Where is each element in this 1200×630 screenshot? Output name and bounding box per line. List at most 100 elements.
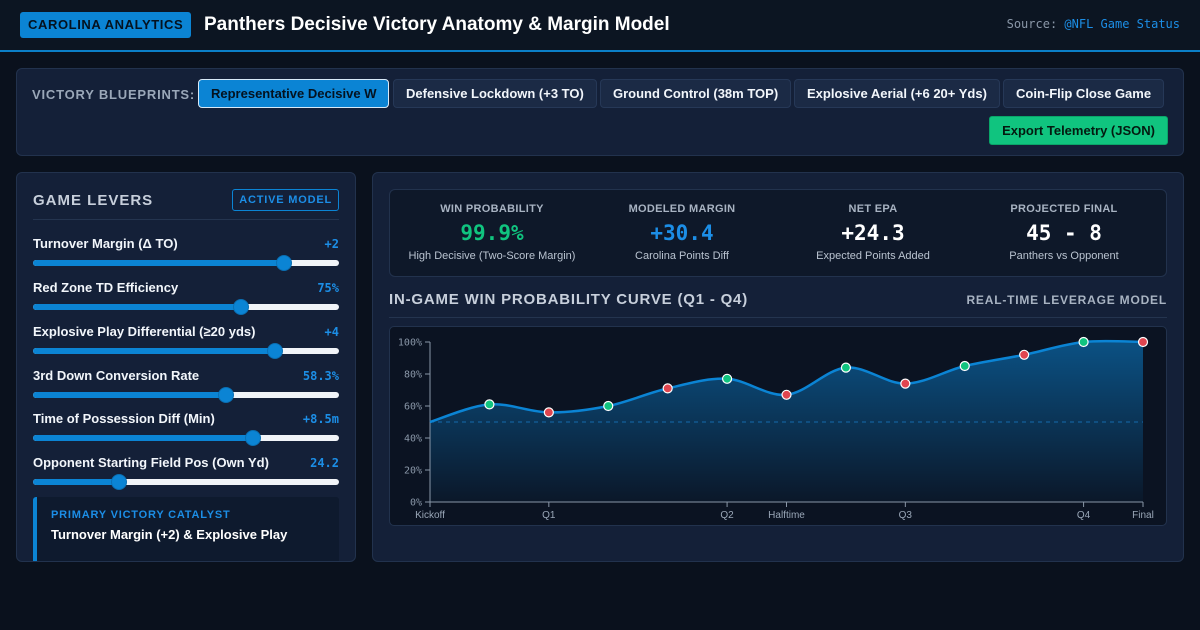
- victory-blueprints-panel: VICTORY BLUEPRINTS: Representative Decis…: [16, 68, 1184, 156]
- y-tick-label: 100%: [398, 338, 422, 349]
- slider-track[interactable]: [33, 260, 339, 266]
- kpi-net-epa: NET EPA +24.3 Expected Points Added: [778, 190, 968, 278]
- blueprint-button-explosive-aerial[interactable]: Explosive Aerial (+6 20+ Yds): [794, 79, 1000, 108]
- slider-track[interactable]: [33, 348, 339, 354]
- x-tick-label: Final: [1132, 510, 1154, 521]
- export-telemetry-button[interactable]: Export Telemetry (JSON): [989, 116, 1168, 145]
- slider-fill: [33, 348, 275, 354]
- lever-label: 3rd Down Conversion Rate: [33, 368, 200, 383]
- page-title: Panthers Decisive Victory Anatomy & Marg…: [204, 14, 670, 35]
- x-tick-label: Q4: [1077, 510, 1091, 521]
- kpi-value: +30.4: [650, 221, 714, 245]
- lever-value: +2: [324, 237, 339, 251]
- kpi-label: MODELED MARGIN: [628, 203, 736, 215]
- slider-fill: [33, 304, 242, 310]
- x-tick-label: Q3: [899, 510, 913, 521]
- slider-fill: [33, 479, 119, 485]
- lever-label: Opponent Starting Field Pos (Own Yd): [33, 455, 269, 470]
- kpi-label: WIN PROBABILITY: [440, 203, 544, 215]
- x-tick-label: Q1: [542, 510, 556, 521]
- kpi-subtitle: Panthers vs Opponent: [1009, 250, 1119, 262]
- catalyst-text: Turnover Margin (+2) & Explosive Play: [51, 527, 288, 542]
- brand-badge: CAROLINA ANALYTICS: [20, 12, 192, 38]
- data-point: [840, 362, 852, 373]
- primary-catalyst-card: PRIMARY VICTORY CATALYST Turnover Margin…: [33, 497, 339, 561]
- data-point: [781, 389, 792, 400]
- data-point: [484, 399, 495, 410]
- data-point: [603, 400, 614, 412]
- area-fill: [430, 341, 1143, 502]
- lever-label: Explosive Play Differential (≥20 yds): [33, 324, 256, 339]
- slider-track[interactable]: [33, 435, 339, 441]
- kpi-modeled-margin: MODELED MARGIN +30.4 Carolina Points Dif…: [587, 190, 777, 278]
- source-handle-link[interactable]: @NFL Game Status: [1064, 17, 1180, 31]
- y-tick-label: 0%: [410, 498, 422, 509]
- kpi-label: PROJECTED FINAL: [1010, 203, 1118, 215]
- slider-fill: [33, 435, 254, 441]
- y-tick-label: 40%: [404, 434, 422, 445]
- leverage-model-label: REAL-TIME LEVERAGE MODEL: [966, 293, 1167, 307]
- lever-value: 58.3%: [302, 369, 339, 383]
- lever-opponent-field-position: Opponent Starting Field Pos (Own Yd) 24.…: [33, 455, 339, 495]
- header-bar: CAROLINA ANALYTICS Panthers Decisive Vic…: [0, 0, 1200, 52]
- x-tick-label: Halftime: [768, 510, 805, 521]
- win-probability-chart: 0% 20% 40% 60% 80% 100% Kickoff Q1 Q2 Halftime Q3 Q…: [389, 326, 1167, 526]
- y-tick-label: 20%: [404, 466, 422, 477]
- lever-label: Turnover Margin (Δ TO): [33, 236, 178, 251]
- data-point: [1078, 336, 1089, 348]
- data-point: [1137, 336, 1149, 348]
- slider-thumb[interactable]: [233, 299, 250, 315]
- model-output-panel: WIN PROBABILITY 99.9% High Decisive (Two…: [372, 172, 1184, 562]
- slider-thumb[interactable]: [266, 343, 283, 359]
- data-point: [662, 383, 673, 394]
- data-point: [543, 407, 554, 418]
- data-point: [1019, 349, 1030, 360]
- lever-explosive-play-differential: Explosive Play Differential (≥20 yds) +4: [33, 324, 339, 364]
- x-tick-label: Q2: [720, 510, 734, 521]
- x-tick-label: Kickoff: [415, 510, 445, 521]
- data-point: [900, 378, 911, 389]
- lever-label: Red Zone TD Efficiency: [33, 280, 179, 295]
- blueprints-label: VICTORY BLUEPRINTS:: [32, 87, 196, 102]
- lever-value: 75%: [317, 281, 339, 295]
- lever-value: 24.2: [310, 456, 339, 470]
- blueprint-button-ground-control[interactable]: Ground Control (38m TOP): [600, 79, 792, 108]
- lever-value: +4: [324, 325, 339, 339]
- slider-track[interactable]: [33, 479, 339, 485]
- slider-thumb[interactable]: [245, 430, 262, 446]
- blueprint-button-defensive-lockdown[interactable]: Defensive Lockdown (+3 TO): [393, 79, 597, 108]
- win-probability-curve-title: IN-GAME WIN PROBABILITY CURVE (Q1 - Q4): [389, 291, 748, 308]
- lever-red-zone-td-efficiency: Red Zone TD Efficiency 75%: [33, 280, 339, 320]
- lever-value: +8.5m: [302, 412, 339, 426]
- kpi-subtitle: Carolina Points Diff: [635, 250, 729, 262]
- kpi-projected-final: PROJECTED FINAL 45 - 8 Panthers vs Oppon…: [969, 190, 1159, 278]
- lever-time-of-possession: Time of Possession Diff (Min) +8.5m: [33, 411, 339, 451]
- y-tick-label: 60%: [404, 402, 422, 413]
- lever-label: Time of Possession Diff (Min): [33, 411, 215, 426]
- slider-thumb[interactable]: [217, 387, 234, 403]
- slider-track[interactable]: [33, 304, 339, 310]
- kpi-value: 99.9%: [460, 221, 524, 245]
- kpi-win-probability: WIN PROBABILITY 99.9% High Decisive (Two…: [397, 190, 587, 278]
- data-point: [721, 373, 733, 384]
- slider-thumb[interactable]: [110, 474, 127, 490]
- win-probability-chart-svg: 0% 20% 40% 60% 80% 100% Kickoff Q1 Q2 Halftime Q3 Q…: [398, 336, 1154, 521]
- slider-fill: [33, 260, 284, 266]
- slider-fill: [33, 392, 226, 398]
- slider-track[interactable]: [33, 392, 339, 398]
- blueprint-button-coin-flip-close-game[interactable]: Coin-Flip Close Game: [1003, 79, 1165, 108]
- source-attribution: Source: @NFL Game Status: [1007, 17, 1180, 31]
- source-label: Source:: [1006, 17, 1058, 31]
- kpi-subtitle: High Decisive (Two-Score Margin): [408, 250, 576, 262]
- lever-third-down-conversion: 3rd Down Conversion Rate 58.3%: [33, 368, 339, 408]
- kpi-summary: WIN PROBABILITY 99.9% High Decisive (Two…: [389, 189, 1167, 277]
- levers-divider: [33, 219, 339, 220]
- catalyst-label: PRIMARY VICTORY CATALYST: [51, 509, 231, 521]
- blueprint-button-representative-decisive-w[interactable]: Representative Decisive W: [198, 79, 390, 108]
- data-point: [959, 360, 970, 372]
- active-model-badge: ACTIVE MODEL: [232, 189, 339, 211]
- y-tick-label: 80%: [404, 370, 422, 381]
- kpi-label: NET EPA: [848, 203, 898, 215]
- curve-divider: [389, 317, 1167, 318]
- slider-thumb[interactable]: [275, 255, 292, 271]
